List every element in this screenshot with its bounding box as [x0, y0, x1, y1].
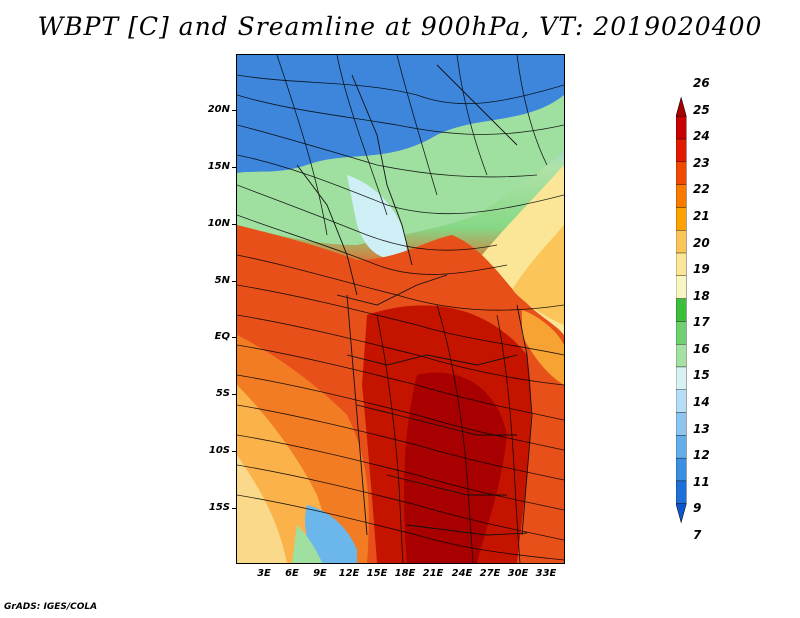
colorbar-swatch	[676, 230, 687, 254]
map-panel	[236, 54, 565, 564]
lon-label: 3E	[257, 568, 271, 579]
colorbar-label: 25	[693, 102, 710, 117]
lat-tick	[232, 508, 236, 509]
lat-tick	[232, 394, 236, 395]
lat-label: 15N	[207, 161, 230, 172]
colorbar-swatch	[676, 366, 687, 390]
lat-label: 20N	[207, 104, 230, 115]
lat-tick	[232, 337, 236, 338]
colorbar-label: 23	[693, 155, 710, 170]
colorbar-swatch	[676, 138, 687, 163]
colorbar-label: 21	[693, 208, 710, 223]
colorbar-swatch	[676, 116, 687, 140]
colorbar-label: 14	[693, 395, 710, 410]
colorbar-top-arrow	[676, 96, 687, 117]
lon-label: 21E	[422, 568, 444, 579]
colorbar-swatch	[676, 184, 687, 208]
lon-label: 33E	[535, 568, 557, 579]
colorbar-bottom-arrow	[676, 503, 687, 524]
colorbar-label: 12	[693, 448, 710, 463]
colorbar	[676, 96, 687, 524]
colorbar-swatch	[676, 298, 687, 322]
lon-label: 6E	[285, 568, 299, 579]
lon-label: 12E	[338, 568, 360, 579]
lat-label: 5N	[214, 275, 230, 286]
colorbar-swatch	[676, 207, 687, 231]
lon-label: 15E	[366, 568, 388, 579]
wbpt-field	[237, 55, 564, 563]
lat-tick	[232, 281, 236, 282]
colorbar-label: 13	[693, 421, 710, 436]
lon-label: 18E	[394, 568, 416, 579]
colorbar-swatch	[676, 161, 687, 185]
colorbar-swatch	[676, 480, 687, 504]
colorbar-label: 20	[693, 235, 710, 250]
colorbar-label: 17	[693, 315, 710, 330]
colorbar-swatch	[676, 344, 687, 368]
lat-tick	[232, 224, 236, 225]
lat-label: 10N	[207, 218, 230, 229]
colorbar-label: 22	[693, 182, 710, 197]
colorbar-swatch	[676, 252, 687, 276]
lat-label: 10S	[208, 445, 230, 456]
lon-label: 30E	[507, 568, 529, 579]
colorbar-label: 7	[693, 528, 702, 542]
colorbar-label: 19	[693, 262, 710, 277]
lat-label: EQ	[214, 331, 230, 342]
colorbar-label: 18	[693, 288, 710, 303]
lat-tick	[232, 110, 236, 111]
colorbar-label: 26	[693, 76, 710, 90]
colorbar-label: 15	[693, 368, 710, 383]
credit-text: GrADS: IGES/COLA	[4, 602, 98, 612]
lat-tick	[232, 167, 236, 168]
lat-label: 15S	[208, 502, 230, 513]
colorbar-label: 11	[693, 474, 710, 489]
colorbar-swatch	[676, 275, 687, 299]
lon-label: 9E	[313, 568, 327, 579]
colorbar-swatch	[676, 457, 687, 482]
colorbar-label: 16	[693, 341, 710, 356]
colorbar-label: 24	[693, 129, 710, 144]
colorbar-label: 9	[693, 501, 702, 516]
colorbar-swatch	[676, 412, 687, 436]
lon-label: 27E	[479, 568, 501, 579]
lon-label: 24E	[451, 568, 473, 579]
colorbar-swatch	[676, 389, 687, 413]
lat-tick	[232, 451, 236, 452]
colorbar-swatch	[676, 435, 687, 459]
lat-label: 5S	[215, 388, 230, 399]
colorbar-swatch	[676, 321, 687, 345]
chart-title: WBPT [C] and Sreamline at 900hPa, VT: 20…	[37, 12, 763, 41]
